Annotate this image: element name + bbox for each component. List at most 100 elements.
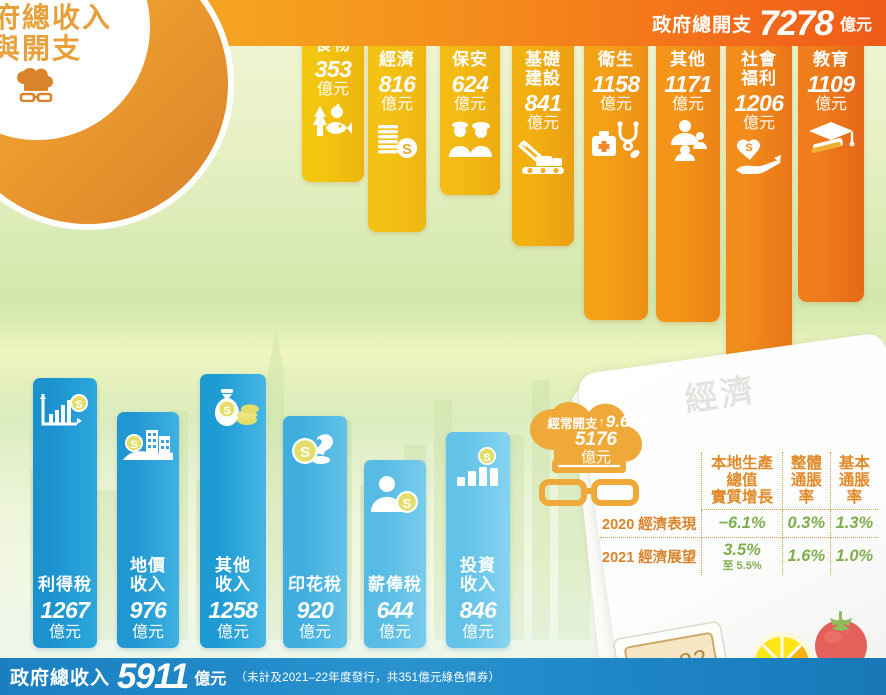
revenue-bar-1: S 利得稅 1267 億元 [33, 378, 97, 648]
revenue-bar-label: 印花稅 [288, 575, 342, 595]
revenue-bar-4: S 印花稅 920 億元 [283, 416, 347, 648]
table-row-label-2021: 2021 經濟展望 [600, 537, 703, 576]
family-care-icon [665, 119, 711, 166]
expenditure-bar-unit: 億元 [526, 115, 559, 133]
cell-2021-gdp: 3.5% 至 5.5% [701, 537, 783, 576]
svg-text:S: S [300, 444, 310, 461]
expenditure-bar-value: 1158 [592, 71, 640, 98]
expenditure-bar-label: 基礎 建設 [525, 50, 561, 89]
revenue-bar-unit: 億元 [216, 623, 249, 641]
expenditure-bar-label: 衛生 [598, 50, 634, 69]
expenditure-bar-unit: 億元 [453, 96, 486, 114]
cell-2021-underlying-inflation: 1.0% [835, 546, 874, 565]
expenditure-bar-4: 基礎 建設 841 億元 [512, 0, 574, 246]
total-expenditure-summary: 政府總開支 7278 億元 [652, 3, 872, 43]
revenue-bar-2: S 地價 收入 976 億元 [117, 412, 179, 648]
expenditure-bar-unit: 億元 [599, 96, 632, 114]
up-arrow-icon: ↑ [598, 415, 605, 429]
revenue-bar-3: S 其他 收入 1258 億元 [200, 374, 266, 648]
expenditure-bar-unit: 億元 [380, 96, 413, 114]
table-row: 2020 經濟表現 −6.1% 0.3% 1.3% [600, 509, 878, 538]
table-header-row: 本地生產總值 實質增長 整體 通脹率 基本 通脹率 [600, 452, 878, 511]
svg-text:S: S [75, 399, 82, 411]
stamp-dollar-icon: S [291, 430, 339, 477]
expenditure-bar-value: 1171 [664, 71, 712, 98]
expenditure-bar-label: 教育 [813, 50, 849, 69]
expenditure-bar-value: 1206 [734, 90, 784, 117]
svg-text:S: S [223, 405, 230, 417]
svg-text:S: S [745, 142, 752, 154]
total-expenditure-label: 政府總開支 [652, 14, 753, 36]
table-header-underlying-inflation: 基本 通脹率 [830, 452, 878, 511]
money-bag-coins-icon: S [205, 388, 261, 433]
expenditure-bar-unit: 億元 [814, 96, 847, 114]
svg-text:S: S [403, 496, 412, 511]
cell-2021-headline-inflation: 1.6% [782, 537, 831, 576]
table-row: 2021 經濟展望 3.5% 至 5.5% 1.6% 1.0% [600, 537, 878, 576]
expenditure-bar-5: 衛生 1158 億元 [584, 0, 648, 320]
expenditure-bar-value: 1109 [807, 71, 855, 98]
table-header-blank [600, 452, 703, 510]
economic-indicators-table: 本地生產總值 實質增長 整體 通脹率 基本 通脹率 2020 經濟表現 −6.1… [600, 452, 878, 576]
title-card-ring: 2021—22 政府總收入 與開支 [0, 0, 228, 224]
revenue-bar-6: S 投資 收入 846 億元 [446, 432, 510, 648]
title-line-2: 與開支 [0, 33, 82, 64]
expenditure-bar-value: 841 [524, 90, 562, 117]
title-line-1: 政府總收入 [0, 1, 112, 33]
cell-2020-gdp: −6.1% [701, 509, 783, 538]
coins-stack-icon: S [376, 119, 418, 166]
revenue-bar-unit: 億元 [378, 623, 411, 641]
total-expenditure-unit: 億元 [839, 17, 872, 34]
revenue-bar-label: 薪俸稅 [368, 575, 422, 595]
total-revenue-label: 政府總收入 [10, 668, 111, 689]
expenditure-bar-8: 教育 1109 億元 [798, 0, 864, 302]
revenue-bar-unit: 億元 [131, 623, 164, 641]
revenue-bar-unit: 億元 [298, 623, 331, 641]
total-revenue-value: 5911 [117, 657, 189, 695]
revenue-bar-label: 利得稅 [38, 575, 92, 595]
salary-person-dollar-icon: S [369, 474, 421, 519]
revenue-bar-5: S 薪俸稅 644 億元 [364, 460, 426, 648]
revenue-bar-label: 其他 收入 [215, 556, 251, 595]
table-header-gdp: 本地生產總值 實質增長 [701, 452, 783, 511]
table-header-headline-inflation: 整體 通脹率 [782, 452, 831, 511]
growth-chart-dollar-icon: S [40, 392, 90, 435]
revenue-bar-value: 976 [129, 597, 167, 624]
chef-hat-glasses-icon [15, 68, 59, 107]
excavator-icon [517, 138, 568, 181]
total-expenditure-value: 7278 [759, 3, 834, 43]
svg-text:S: S [130, 439, 137, 451]
revenue-footer-band: 政府總收入 5911 億元 （未計及2021–22年度發行，共351億元綠色債券… [0, 658, 886, 695]
expenditure-bar-value: 353 [314, 56, 352, 83]
revenue-bar-unit: 億元 [48, 623, 81, 641]
total-revenue-unit: 億元 [194, 670, 227, 688]
recurrent-expenditure-percent: 9.6% [605, 412, 645, 431]
table-row-label-2020: 2020 經濟表現 [600, 509, 703, 538]
expenditure-bar-7: 社會 福利 1206 億元 S [726, 0, 792, 363]
recurrent-expenditure-amount: 5176 [574, 429, 618, 450]
revenue-bar-value: 920 [296, 597, 334, 624]
recurrent-expenditure-row: 經常開支 ↑ 9.6% [540, 412, 652, 432]
expenditure-bar-6: 其他 1171 億元 [656, 0, 720, 322]
revenue-bar-value: 1258 [208, 597, 258, 624]
revenue-bar-value: 1267 [40, 597, 90, 624]
title-year: 2021—22 [0, 0, 106, 2]
expenditure-bar-label: 經濟 [379, 50, 415, 69]
expenditure-bar-value: 816 [378, 71, 416, 98]
police-officers-icon [444, 119, 496, 162]
svg-text:S: S [483, 452, 490, 464]
recurrent-expenditure-label: 經常開支 [547, 416, 598, 431]
revenue-bar-unit: 億元 [461, 623, 494, 641]
cell-2020-headline-inflation: 0.3% [782, 509, 831, 538]
expenditure-bar-label: 社會 福利 [741, 50, 777, 89]
expenditure-bar-unit: 億元 [316, 81, 349, 99]
expenditure-bar-label: 其他 [670, 50, 706, 69]
expenditure-bar-label: 保安 [452, 50, 488, 69]
tree-fish-apple-icon [310, 104, 356, 143]
hand-heart-dollar-icon: S [734, 138, 784, 181]
graduation-cap-icon [807, 119, 855, 162]
expenditure-bar-unit: 億元 [742, 115, 775, 133]
title-card: 2021—22 政府總收入 與開支 [0, 0, 150, 140]
expenditure-bar-value: 624 [451, 71, 489, 98]
